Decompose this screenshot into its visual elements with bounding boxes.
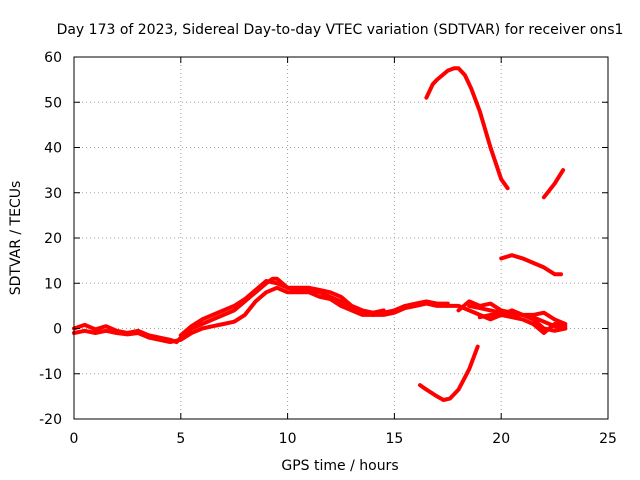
series-track-low-arc (418, 344, 480, 402)
x-tick-label: 5 (176, 431, 185, 447)
x-tick-label: 20 (492, 431, 510, 447)
series-track-main-3 (178, 279, 386, 338)
y-tick-label: 10 (44, 276, 62, 292)
series-track-right-rise (541, 168, 566, 200)
series-track-tail-d (445, 303, 568, 333)
x-tick-label: 25 (599, 431, 617, 447)
y-tick-label: 40 (44, 141, 62, 157)
y-tick-label: 0 (53, 322, 62, 338)
y-tick-label: -10 (39, 367, 62, 383)
x-tick-label: 10 (279, 431, 297, 447)
series-track-main-2 (72, 285, 450, 345)
chart-title: Day 173 of 2023, Sidereal Day-to-day VTE… (57, 22, 624, 38)
x-tick-label: 15 (385, 431, 403, 447)
series-track-mid-right (499, 253, 563, 277)
y-tick-label: 60 (44, 50, 62, 66)
y-tick-label: 50 (44, 95, 62, 111)
y-tick-label: 30 (44, 186, 62, 202)
series-layer (72, 66, 568, 402)
series-track-high-arc (424, 66, 510, 191)
y-tick-label: -20 (39, 412, 62, 428)
x-tick-label: 0 (70, 431, 79, 447)
y-axis-label: SDTVAR / TECUs (8, 181, 24, 296)
series-track-tail-c (477, 312, 568, 335)
series-track-tail-b (456, 299, 568, 326)
grid-lines (74, 57, 608, 419)
x-axis-label: GPS time / hours (281, 458, 398, 474)
axis-ticks: 0 5 10 15 20 25 -20 -10 0 10 20 30 40 50 60 (39, 50, 617, 447)
y-tick-label: 20 (44, 231, 62, 247)
